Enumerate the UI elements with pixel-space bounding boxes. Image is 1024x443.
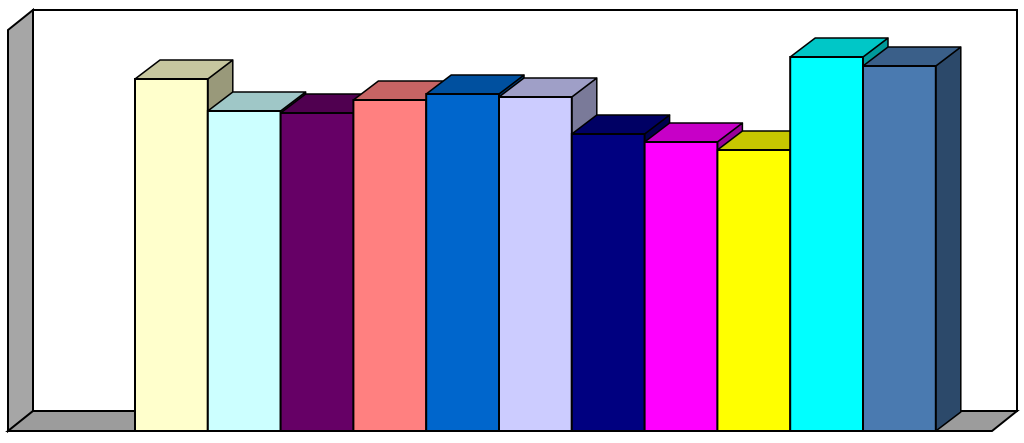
bar-front (498, 96, 573, 432)
side-wall (7, 7, 34, 434)
bar-front (134, 78, 209, 432)
bars (134, 37, 962, 432)
bar-front (279, 112, 355, 432)
bar-front (862, 65, 937, 432)
bar-front (716, 149, 792, 432)
bar-front (352, 99, 428, 432)
bar-side (935, 46, 962, 432)
bar-front (789, 56, 865, 432)
bar-front (425, 93, 501, 432)
bar (862, 46, 962, 432)
bar-front (206, 110, 282, 432)
bar-front (570, 133, 646, 432)
bar-front (643, 141, 719, 432)
